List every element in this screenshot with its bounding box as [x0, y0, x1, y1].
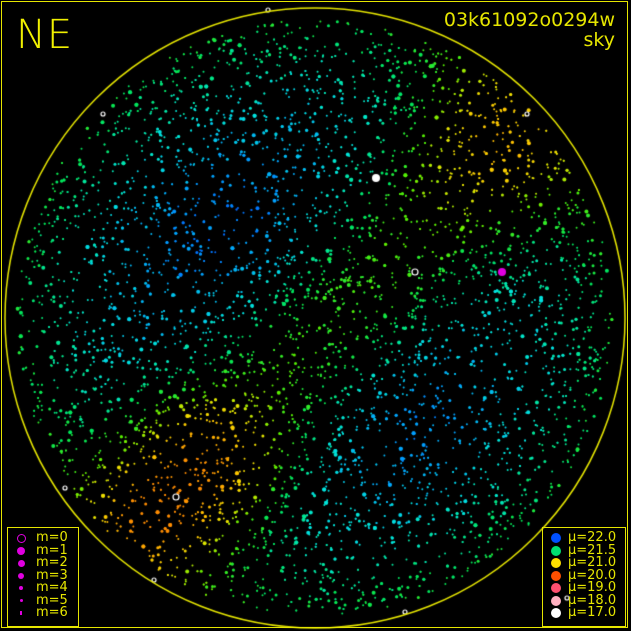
dot-icon: [17, 546, 25, 555]
color-swatch-icon: [551, 558, 561, 569]
legend-label: μ=20.0: [568, 567, 617, 583]
direction-label: NE: [16, 12, 74, 58]
brightness-legend-row: μ=21.0: [549, 555, 619, 570]
brightness-legend-row: μ=20.0: [549, 567, 619, 583]
legend-label: m=3: [36, 567, 68, 583]
color-swatch-icon: [551, 570, 561, 581]
brightness-legend-row: μ=17.0: [549, 605, 619, 620]
legend-label: m=4: [36, 580, 68, 595]
dot-icon: [19, 586, 23, 591]
brightness-legend: μ=22.0 μ=21.5 μ=21.0 μ=20.0 μ=19.0 μ=18.0 μ=17…: [542, 527, 626, 627]
magnitude-legend-row: m=1: [14, 542, 72, 558]
image-type: sky: [583, 29, 615, 51]
magnitude-legend-row: m=4: [14, 580, 72, 595]
magnitude-legend-row: m=5: [14, 592, 72, 608]
image-header: 03k61092o0294w sky: [444, 10, 615, 50]
legend-label: μ=17.0: [568, 605, 617, 620]
brightness-legend-row: μ=19.0: [549, 580, 619, 595]
color-swatch-icon: [551, 583, 561, 594]
legend-label: μ=18.0: [568, 592, 617, 608]
legend-label: m=2: [36, 555, 68, 570]
color-swatch-icon: [551, 595, 561, 606]
legend-label: μ=19.0: [568, 580, 617, 595]
legend-label: m=1: [36, 542, 68, 558]
color-swatch-icon: [551, 608, 561, 619]
magnitude-legend-row: m=2: [14, 555, 72, 570]
magnitude-legend: m=0 m=1 m=2 m=3 m=4 m=5 m=6: [7, 527, 79, 627]
legend-label: μ=21.5: [568, 542, 617, 558]
legend-label: μ=21.0: [568, 555, 617, 570]
hollow-circle-icon: [16, 533, 26, 543]
legend-label: m=0: [36, 530, 68, 545]
image-id: 03k61092o0294w: [443, 9, 615, 31]
dot-icon: [18, 572, 24, 579]
dot-icon: [20, 611, 22, 616]
brightness-legend-row: μ=22.0: [549, 530, 619, 545]
brightness-legend-row: μ=21.5: [549, 542, 619, 558]
legend-label: m=6: [36, 605, 68, 620]
legend-label: μ=22.0: [568, 530, 617, 545]
magnitude-legend-row: m=0: [14, 530, 72, 545]
color-swatch-icon: [551, 533, 561, 544]
magnitude-legend-row: m=6: [14, 605, 72, 620]
legend-label: m=5: [36, 592, 68, 608]
dot-icon: [17, 559, 25, 567]
magnitude-legend-row: m=3: [14, 567, 72, 583]
brightness-legend-row: μ=18.0: [549, 592, 619, 608]
color-swatch-icon: [551, 545, 561, 556]
dot-icon: [19, 599, 23, 603]
